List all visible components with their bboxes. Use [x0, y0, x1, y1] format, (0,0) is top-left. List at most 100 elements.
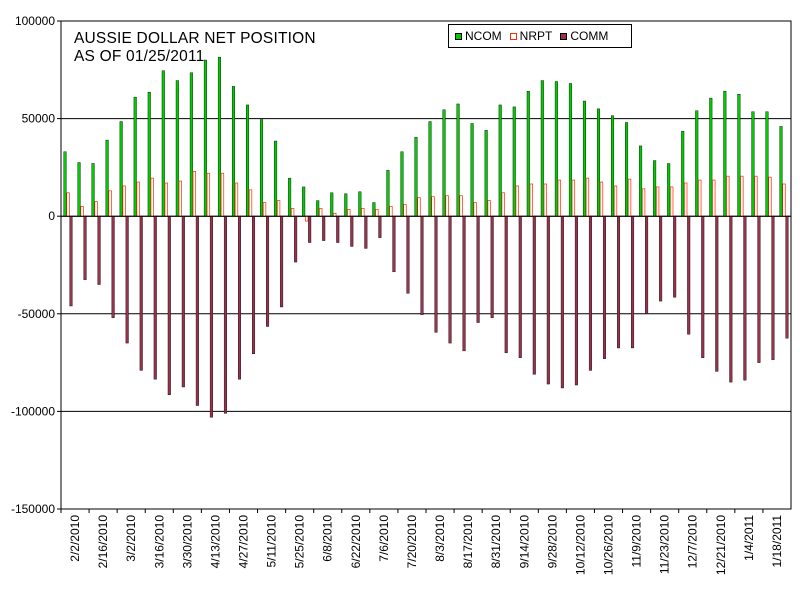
bar-ncom: [540, 80, 544, 217]
bar-nrpt: [206, 172, 211, 217]
bar-ncom: [751, 111, 755, 217]
bar-nrpt: [445, 195, 449, 217]
bar-ncom: [217, 56, 221, 217]
bar-nrpt: [347, 209, 351, 217]
bar-nrpt: [543, 183, 547, 217]
legend-item-comm: COMM: [560, 29, 608, 43]
bar-ncom: [203, 59, 207, 217]
bar-comm: [518, 215, 522, 358]
bar-comm: [97, 215, 101, 285]
legend-item-nrpt: NRPT: [509, 29, 553, 43]
bar-comm: [462, 215, 466, 352]
bar-comm: [350, 215, 354, 247]
bar-nrpt: [403, 204, 407, 217]
x-tick-label: 8/31/2010: [489, 515, 503, 569]
bar-comm: [532, 215, 536, 375]
chart-title: AUSSIE DOLLAR NET POSITION AS OF 01/25/2…: [74, 30, 316, 66]
x-tick-label: 9/14/2010: [517, 515, 531, 569]
bar-ncom: [484, 130, 488, 217]
bar-ncom: [316, 200, 320, 217]
bar-comm: [139, 215, 143, 371]
bar-comm: [322, 215, 326, 241]
bar-ncom: [695, 110, 699, 217]
bar-ncom: [779, 126, 783, 217]
bar-nrpt: [529, 183, 533, 217]
bar-ncom: [681, 131, 685, 217]
x-tick-label: 8/17/2010: [461, 515, 475, 569]
x-tick-label: 6/8/2010: [321, 515, 335, 562]
bar-nrpt: [417, 197, 421, 217]
bar-ncom: [161, 70, 165, 217]
legend-item-ncom: NCOM: [455, 29, 502, 43]
bar-nrpt: [740, 175, 744, 217]
bar-ncom: [386, 170, 390, 217]
bar-ncom: [554, 81, 558, 217]
bar-nrpt: [319, 208, 323, 217]
bar-ncom: [231, 86, 235, 217]
x-tick-label: 6/22/2010: [349, 515, 363, 569]
bar-comm: [195, 215, 199, 406]
bar-comm: [729, 215, 733, 383]
x-tick-label: 12/7/2010: [686, 515, 700, 569]
bar-nrpt: [627, 178, 632, 217]
bar-nrpt: [276, 200, 281, 217]
bar-ncom: [105, 139, 109, 217]
legend-swatch-nrpt: [509, 32, 517, 40]
bar-nrpt: [487, 200, 491, 217]
bar-nrpt: [94, 201, 98, 217]
bar-comm: [504, 215, 508, 354]
bar-nrpt: [768, 176, 772, 217]
x-tick-label: 2/16/2010: [96, 515, 110, 569]
bar-ncom: [91, 163, 95, 217]
bar-nrpt: [164, 182, 168, 217]
legend-label-nrpt: NRPT: [519, 29, 553, 43]
x-tick-label: 10/12/2010: [573, 515, 587, 575]
x-tick-label: 10/26/2010: [602, 515, 616, 575]
bar-ncom: [344, 193, 348, 217]
bar-ncom: [63, 151, 67, 217]
bar-comm: [364, 215, 368, 249]
bar-comm: [209, 215, 213, 418]
bar-comm: [659, 215, 663, 302]
x-tick-label: 4/27/2010: [237, 515, 251, 569]
bar-comm: [743, 215, 747, 381]
bar-nrpt: [290, 208, 295, 217]
bar-nrpt: [80, 206, 84, 217]
y-tick-label: 50000: [22, 112, 56, 126]
bar-nrpt: [220, 172, 225, 217]
bar-comm: [125, 215, 129, 344]
bar-comm: [757, 215, 761, 363]
bar-comm: [602, 215, 606, 359]
bar-nrpt: [473, 202, 477, 217]
bar-nrpt: [585, 177, 590, 217]
x-tick-label: 7/6/2010: [377, 515, 391, 562]
bar-nrpt: [108, 190, 112, 217]
x-axis: 2/2/2010 2/16/2010 3/2/2010 3/16/2010 3/30/2…: [60, 509, 784, 575]
bar-ncom: [302, 186, 306, 217]
bar-comm: [252, 215, 256, 355]
bar-ncom: [147, 92, 151, 217]
bar-ncom: [709, 97, 713, 217]
bar-ncom: [189, 72, 193, 217]
x-tick-label: 1/4/2011: [742, 515, 756, 561]
bar-comm: [406, 215, 410, 294]
bar-comm: [420, 215, 424, 315]
bar-ncom: [330, 192, 334, 217]
bar-comm: [588, 215, 592, 371]
legend-label-comm: COMM: [570, 29, 609, 43]
x-tick-label: 12/21/2010: [714, 515, 728, 575]
bar-ncom: [568, 83, 572, 217]
y-tick-label: 0: [48, 209, 55, 223]
bar-comm: [785, 215, 789, 339]
bar-ncom: [274, 140, 278, 217]
bar-nrpt: [192, 170, 197, 217]
bar-comm: [645, 215, 649, 314]
bar-nrpt: [754, 175, 758, 217]
bar-ncom: [246, 104, 250, 217]
bar-ncom: [414, 136, 418, 217]
bar-ncom: [442, 109, 446, 217]
bar-nrpt: [361, 208, 365, 217]
bar-comm: [167, 215, 171, 396]
bar-ncom: [498, 104, 502, 217]
